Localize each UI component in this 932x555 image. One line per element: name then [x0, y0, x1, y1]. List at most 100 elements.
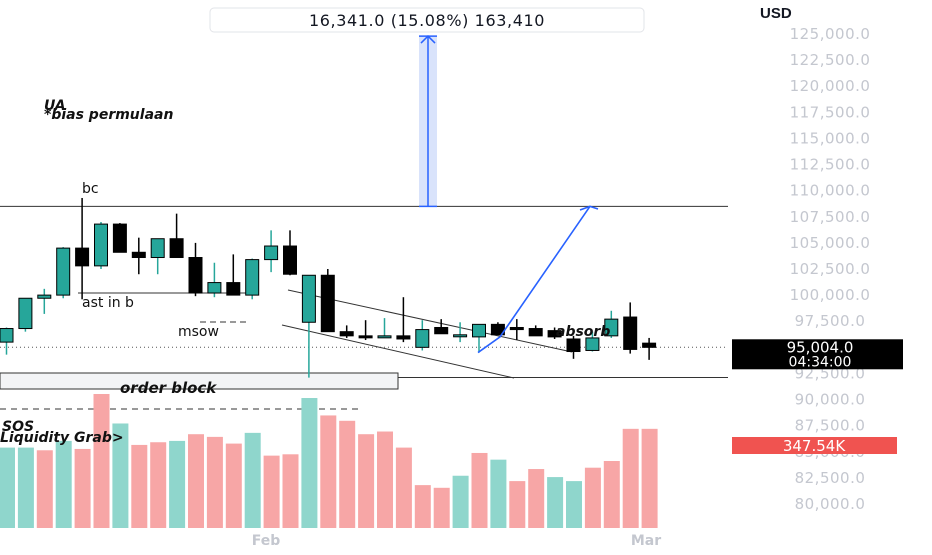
y-tick-label: 105,000.0 — [790, 234, 871, 252]
volume-bar — [169, 440, 186, 528]
y-tick-label: 87,500.0 — [795, 417, 866, 435]
candle-body — [245, 259, 260, 296]
volume-bar — [74, 448, 91, 528]
volume-bar — [206, 436, 223, 528]
currency-label: USD — [760, 5, 792, 22]
y-tick-label: 110,000.0 — [790, 182, 871, 200]
annotation-sos: SOS — [2, 419, 34, 435]
y-tick-label: 125,000.0 — [790, 25, 871, 43]
candle-body — [283, 245, 297, 275]
volume-bar — [0, 447, 15, 528]
annotation-absorb: absorb — [556, 324, 610, 340]
candle-body — [169, 238, 184, 259]
candle-body — [320, 274, 335, 333]
volume-bar — [377, 431, 393, 528]
candle-body — [94, 223, 108, 267]
volume-bar — [188, 434, 204, 528]
countdown-label: 04:34:00 — [789, 354, 852, 370]
y-tick-label: 112,500.0 — [790, 156, 871, 174]
y-tick-label: 100,000.0 — [790, 286, 871, 304]
y-tick-label: 97,500.0 — [795, 312, 866, 330]
volume-bar — [395, 447, 412, 528]
candle-body — [604, 318, 619, 337]
volume-bar — [433, 487, 450, 528]
projection-path — [477, 205, 591, 354]
annotation-order-block: order block — [120, 379, 217, 397]
current-price-badge — [732, 339, 903, 370]
candle-body — [453, 334, 468, 338]
annotation-ua-note: *bias permulaan — [44, 107, 173, 123]
volume-bar — [452, 475, 469, 528]
y-tick-label: 107,500.0 — [790, 208, 871, 226]
volume-bar — [93, 394, 110, 528]
annotation-bc: bc — [82, 181, 99, 197]
candle-body — [75, 247, 90, 267]
candle-body — [226, 282, 241, 296]
candle-body — [415, 329, 430, 348]
annotation-ua: UA — [44, 98, 66, 114]
channel-upper-line — [287, 289, 573, 353]
measure-label: 16,341.0 (15.08%) 163,410 — [309, 11, 545, 30]
y-tick-label: 115,000.0 — [790, 129, 871, 147]
candle-body — [472, 323, 486, 338]
y-tick-label: 80,000.0 — [795, 495, 866, 513]
volume-bar — [301, 398, 318, 528]
annotation-ast: ast in b — [82, 295, 134, 311]
volume-bar — [414, 485, 431, 528]
volume-bar — [509, 481, 526, 528]
candle-body — [396, 335, 411, 340]
volume-bar — [131, 444, 148, 528]
candle-body — [547, 330, 562, 338]
candle-body — [585, 337, 600, 351]
y-tick-label: 102,500.0 — [790, 260, 871, 278]
volume-bar — [244, 432, 261, 528]
candle-body — [566, 338, 581, 353]
projection-arrow-icon — [579, 205, 599, 211]
y-tick-label: 82,500.0 — [795, 469, 866, 487]
volume-bar — [358, 434, 375, 528]
volume-bar — [471, 452, 488, 528]
candle-body — [0, 328, 14, 343]
candle-body — [509, 326, 524, 331]
volume-bar — [282, 454, 299, 528]
volume-bar — [603, 461, 620, 528]
candle-body — [377, 335, 392, 339]
candle-body — [301, 274, 316, 323]
channel-lower-line — [281, 324, 515, 379]
volume-bar — [490, 459, 507, 528]
candle-body — [112, 223, 127, 253]
volume-bar — [584, 467, 601, 528]
x-tick-label: Mar — [631, 533, 661, 549]
annotation-liquidity: Liquidity Grab> — [0, 430, 124, 446]
candle-body — [528, 328, 543, 337]
volume-bar — [566, 481, 582, 528]
annotation-msow: msow — [178, 324, 219, 340]
candle-body — [264, 245, 279, 261]
order-block-zone — [0, 372, 399, 390]
candle-body — [642, 342, 657, 348]
volume-bar — [339, 420, 356, 528]
candle-body — [150, 238, 165, 259]
y-tick-label: 120,000.0 — [790, 77, 871, 95]
volume-bar — [622, 428, 639, 528]
volume-label: 347.54K — [783, 437, 846, 455]
volume-bar — [55, 440, 72, 528]
measure-arrow-icon — [420, 35, 436, 44]
volume-bar — [263, 455, 280, 528]
candle-body — [37, 294, 52, 299]
volume-bar — [150, 442, 167, 528]
volume-bar — [528, 469, 545, 528]
volume-bar — [641, 428, 658, 528]
candle-body — [623, 316, 638, 350]
candle-body — [188, 257, 203, 294]
x-tick-label: Feb — [252, 533, 281, 549]
volume-bar — [112, 423, 129, 528]
y-tick-label: 90,000.0 — [795, 391, 866, 409]
candle-body — [207, 282, 222, 294]
y-tick-label: 122,500.0 — [790, 51, 871, 69]
candle-body — [339, 331, 354, 337]
candle-body — [56, 247, 71, 296]
candle-body — [18, 297, 33, 330]
